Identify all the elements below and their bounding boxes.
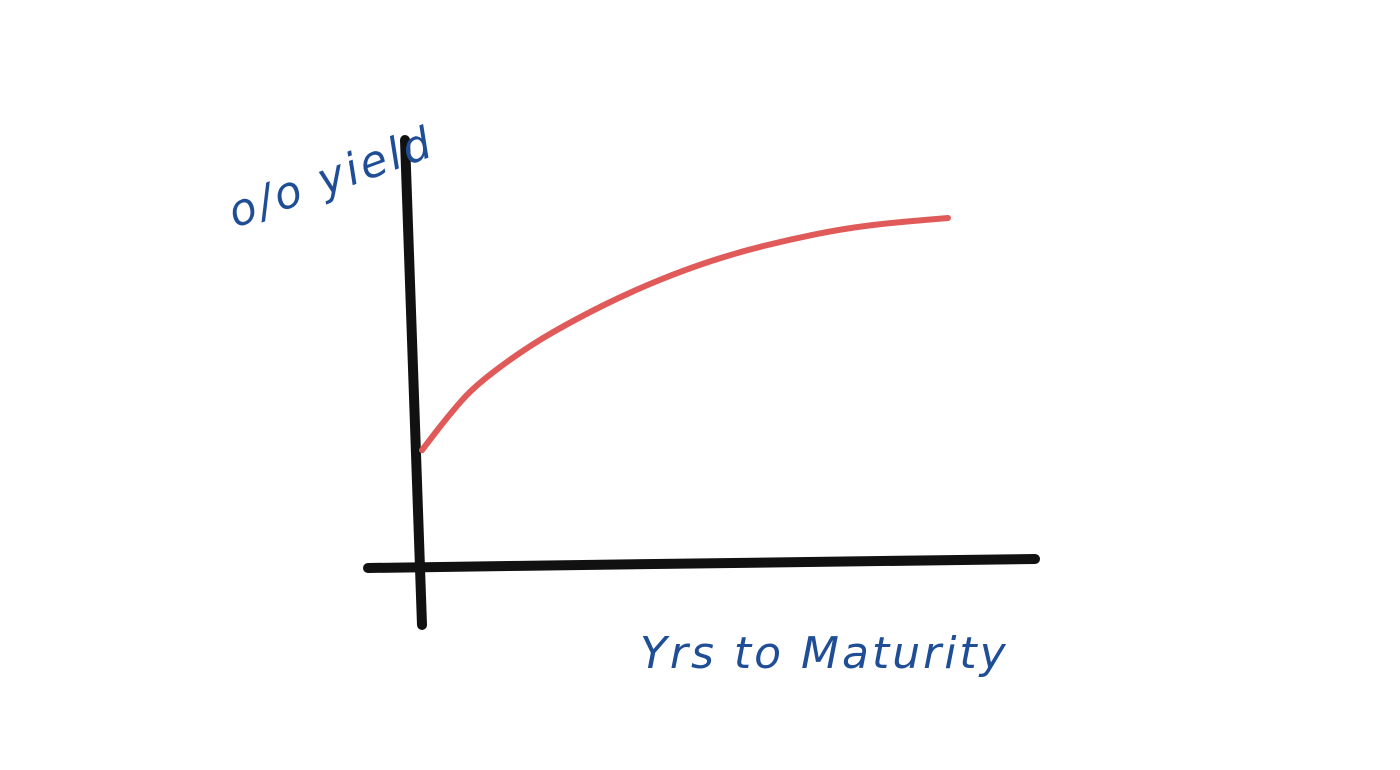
series-layer xyxy=(419,215,951,454)
x-axis-label: Yrs to Maturity xyxy=(640,628,1009,679)
x-axis-line xyxy=(363,554,1040,573)
series-line-0 xyxy=(419,215,951,454)
y-axis-line xyxy=(400,135,427,630)
